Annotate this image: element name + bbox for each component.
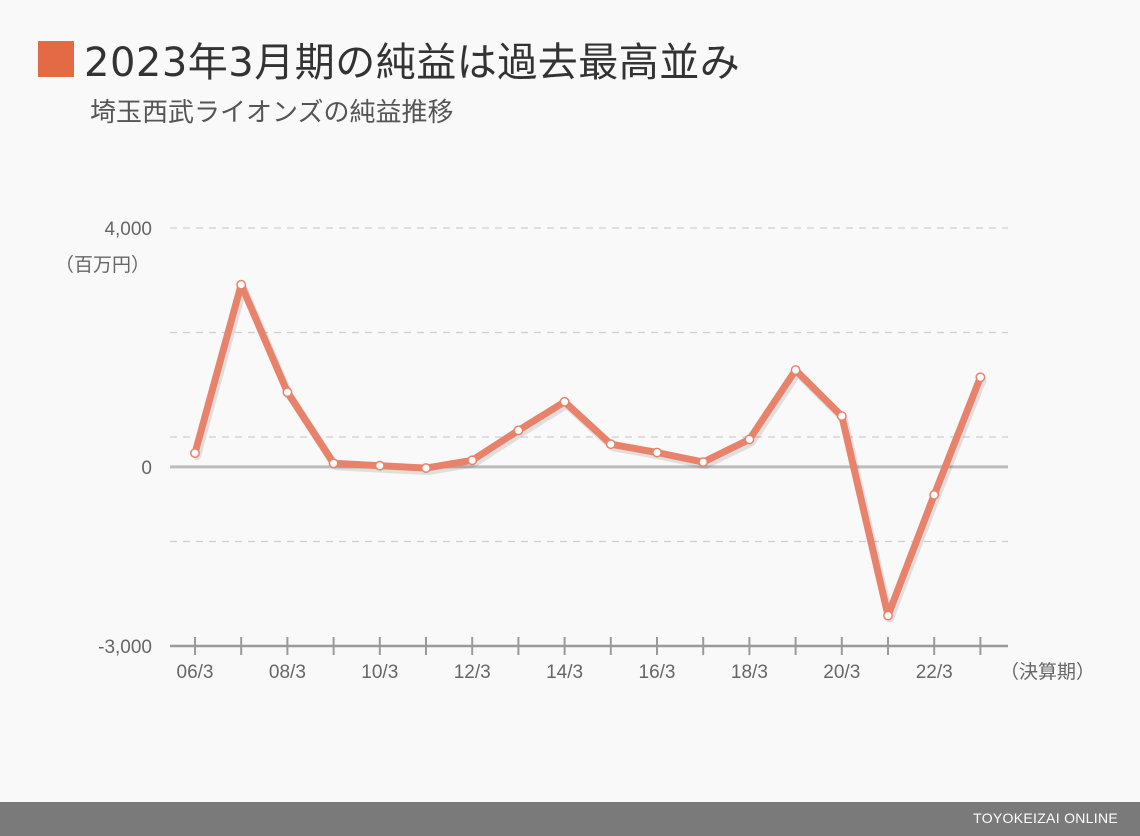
x-tick-label: 16/3 [639, 662, 676, 683]
data-point [605, 439, 616, 450]
chart-subtitle: 埼玉西武ライオンズの純益推移 [90, 98, 454, 128]
x-tick-label: 08/3 [269, 662, 306, 683]
x-tick-label: 20/3 [823, 662, 860, 683]
data-point [559, 396, 570, 407]
x-tick-label: 18/3 [731, 662, 768, 683]
data-point [836, 411, 847, 422]
y-tick-label: -3,000 [98, 637, 152, 658]
title-accent-square [38, 41, 74, 77]
series-line [191, 281, 984, 619]
axes [170, 465, 1008, 655]
data-point [467, 455, 478, 466]
chart-title: 2023年3月期の純益は過去最高並み [84, 40, 741, 86]
data-point [698, 457, 709, 468]
data-point [190, 448, 200, 459]
title-block: 2023年3月期の純益は過去最高並み [38, 30, 740, 88]
data-point [975, 372, 986, 383]
line-chart: （百万円） （決算期） 4,000 0 -3,000 06/3 08/3 10/3 12/3… [55, 219, 1095, 683]
x-tick-label: 06/3 [177, 662, 214, 683]
x-tick-label: 14/3 [546, 662, 583, 683]
x-tick-label: 22/3 [916, 662, 953, 683]
y-tick-label: 0 [141, 458, 152, 479]
series-net-income [190, 279, 987, 623]
data-point [236, 279, 247, 290]
x-tick-label: 12/3 [454, 662, 491, 683]
data-point [421, 463, 431, 474]
y-unit-label: （百万円） [55, 254, 150, 276]
footer-bar: TOYOKEIZAI ONLINE [0, 802, 1140, 836]
tick-labels: （百万円） （決算期） 4,000 0 -3,000 06/3 08/3 10/3 12/3… [55, 219, 1095, 683]
data-point [652, 447, 662, 458]
data-point [883, 610, 893, 621]
data-point [929, 489, 940, 500]
x-tick-label: 10/3 [361, 662, 398, 683]
footer-brand: TOYOKEIZAI ONLINE [973, 810, 1118, 826]
grid-lines [170, 227, 1008, 543]
data-point [328, 458, 339, 469]
series-line-shadow [193, 283, 987, 623]
data-point [744, 434, 755, 445]
data-point [513, 425, 524, 436]
data-point [790, 365, 801, 376]
y-tick-label: 4,000 [104, 219, 152, 240]
data-point [282, 387, 293, 398]
data-point [374, 460, 385, 471]
x-axis-suffix-label: （決算期） [1000, 661, 1095, 683]
